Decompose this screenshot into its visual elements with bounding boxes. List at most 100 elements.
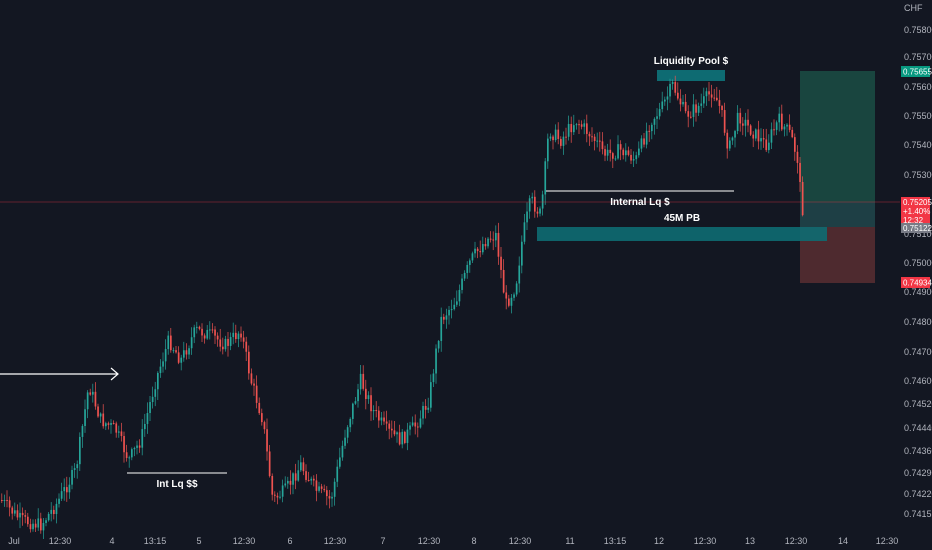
candle-body <box>583 123 586 127</box>
candle-body <box>645 130 648 145</box>
candle-body <box>786 124 788 127</box>
candle-body <box>19 512 21 518</box>
candle-body <box>508 298 510 306</box>
candle-body <box>801 181 804 216</box>
candle-body <box>180 357 183 363</box>
int-lq-label: Int Lq $$ <box>156 479 198 490</box>
candle-body <box>320 486 323 489</box>
candle-body <box>528 198 531 212</box>
candle-body <box>349 418 352 428</box>
time-tick-label: 11 <box>565 536 574 546</box>
time-tick-label: 12 <box>654 536 664 546</box>
candle-body <box>16 510 19 518</box>
candle-body <box>214 329 216 336</box>
candle-body <box>190 337 193 349</box>
time-tick-label: 13 <box>745 536 755 546</box>
candle-body <box>705 91 708 97</box>
candle-body <box>365 388 367 400</box>
target-tag-bg <box>901 66 930 77</box>
candle-body <box>440 316 443 341</box>
candle-body <box>188 348 190 355</box>
candle-body <box>471 253 474 261</box>
candle-body <box>586 123 588 134</box>
candle-body <box>164 349 167 362</box>
candle-body <box>482 244 484 253</box>
candle-body <box>703 96 705 104</box>
candle-body <box>3 500 6 502</box>
candle-body <box>105 423 107 427</box>
candle-body <box>578 124 580 126</box>
candle-body <box>115 423 118 433</box>
candle-body <box>573 125 575 133</box>
candle-body <box>534 196 536 212</box>
candle-body <box>752 134 755 139</box>
candle-body <box>744 119 747 126</box>
candle-body <box>567 123 570 137</box>
candle-body <box>521 241 523 266</box>
candle-body <box>523 222 526 242</box>
entry-price-tag: 0.75122 <box>903 224 932 233</box>
candle-body <box>674 81 677 93</box>
candle-body <box>55 503 58 515</box>
candle-body <box>120 431 123 437</box>
candle-body <box>718 100 721 106</box>
candle-body <box>458 289 461 302</box>
candle-body <box>300 462 302 471</box>
candle-body <box>380 417 383 421</box>
candle-body <box>700 103 703 106</box>
candle-body <box>588 133 591 137</box>
candle-body <box>86 392 89 410</box>
candle-body <box>8 500 11 508</box>
candle-body <box>768 142 770 151</box>
candle-body <box>388 423 391 429</box>
candle-body <box>726 132 729 149</box>
candle-body <box>560 138 562 146</box>
candle-body <box>427 407 430 410</box>
candle-body <box>612 153 614 159</box>
candle-body <box>352 403 354 419</box>
candle-body <box>42 522 45 531</box>
candle-body <box>112 423 115 425</box>
time-tick-label: 5 <box>196 536 201 546</box>
candle-body <box>341 445 344 458</box>
candle-body <box>281 485 284 497</box>
candle-body <box>783 126 786 130</box>
candle-body <box>435 348 437 374</box>
candle-body <box>1 500 3 501</box>
candle-body <box>81 426 84 437</box>
candle-body <box>640 138 643 149</box>
candle-body <box>6 500 8 502</box>
candle-body <box>32 523 34 530</box>
candle-body <box>469 260 471 265</box>
candle-body <box>209 329 211 331</box>
candle-body <box>323 488 326 491</box>
candle-body <box>619 144 622 150</box>
candle-body <box>24 515 27 517</box>
candle-body <box>292 473 294 485</box>
candle-body <box>424 405 427 410</box>
candle-body <box>531 196 534 199</box>
currency-label: CHF <box>904 3 923 13</box>
candle-body <box>443 316 445 320</box>
candle-body <box>266 429 268 452</box>
candle-body <box>14 510 16 514</box>
time-tick-label: 12:30 <box>418 536 441 546</box>
time-tick-label: 12:30 <box>233 536 256 546</box>
candle-body <box>242 337 245 342</box>
candle-body <box>409 425 411 430</box>
time-tick-label: Jul <box>8 536 20 546</box>
candle-body <box>185 350 188 355</box>
candle-body <box>552 136 554 141</box>
candle-body <box>34 523 37 528</box>
entry-band <box>800 202 875 227</box>
liquidity-pool-zone <box>657 70 725 81</box>
candle-body <box>653 118 656 125</box>
candle-body <box>216 335 219 340</box>
candle-body <box>596 140 599 142</box>
candle-body <box>357 389 359 402</box>
